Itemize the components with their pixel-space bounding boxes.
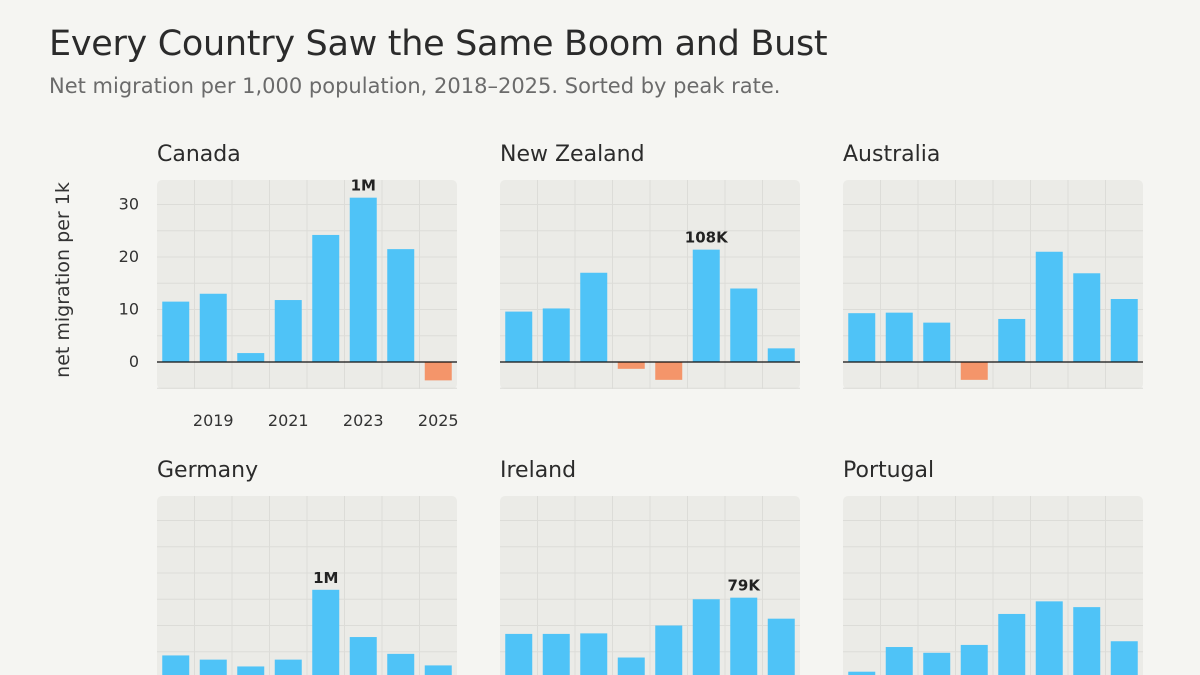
bar-australia-2024	[1073, 273, 1101, 362]
bar-portugal-2022	[998, 613, 1026, 675]
bar-canada-2025	[424, 362, 452, 381]
peak-label-germany: 1M	[313, 569, 338, 587]
chart-title: Every Country Saw the Same Boom and Bust	[49, 24, 828, 64]
x-tick-label: 2019	[193, 411, 234, 430]
bar-ireland-2025	[767, 618, 795, 675]
bar-australia-2018	[848, 313, 876, 362]
bar-canada-2019	[199, 293, 227, 362]
bar-new-zealand-2023	[692, 249, 720, 362]
panel-title-germany: Germany	[157, 458, 259, 483]
y-tick-label: 10	[119, 300, 139, 319]
bar-germany-2025	[424, 665, 452, 675]
bar-germany-2019	[199, 659, 227, 675]
bar-canada-2024	[387, 249, 415, 362]
bar-germany-2021	[274, 659, 302, 675]
bar-portugal-2024	[1073, 607, 1101, 675]
bar-australia-2019	[885, 312, 913, 362]
bar-australia-2025	[1110, 299, 1138, 362]
bar-ireland-2024	[730, 597, 758, 675]
peak-label-canada: 1M	[351, 177, 376, 195]
peak-label-new-zealand: 108K	[685, 229, 729, 247]
y-tick-label: 20	[119, 247, 139, 266]
y-tick-label: 30	[119, 195, 139, 214]
bar-canada-2022	[312, 234, 340, 362]
panel-germany: 1M	[157, 496, 457, 675]
panel-title-new-zealand: New Zealand	[500, 142, 645, 167]
panel-ireland: 79K	[500, 496, 800, 675]
chart-subtitle: Net migration per 1,000 population, 2018…	[49, 74, 781, 98]
bar-portugal-2023	[1035, 601, 1063, 675]
bar-germany-2024	[387, 653, 415, 675]
bar-germany-2023	[349, 637, 377, 675]
bar-portugal-2025	[1110, 641, 1138, 675]
bar-germany-2018	[162, 655, 190, 675]
bar-ireland-2023	[692, 599, 720, 675]
peak-label-ireland: 79K	[728, 577, 762, 595]
x-tick-label: 2023	[343, 411, 384, 430]
panel-title-portugal: Portugal	[843, 458, 935, 483]
bar-ireland-2018	[505, 633, 533, 675]
panel-title-canada: Canada	[157, 142, 241, 167]
bar-new-zealand-2020	[580, 272, 608, 362]
x-tick-label: 2025	[418, 411, 459, 430]
bar-canada-2021	[274, 300, 302, 362]
bar-australia-2023	[1035, 251, 1063, 362]
bar-ireland-2019	[542, 633, 570, 675]
bar-australia-2021	[960, 362, 988, 380]
bar-new-zealand-2019	[542, 308, 570, 362]
panel-portugal	[843, 496, 1143, 675]
panel-new-zealand: 108K	[500, 180, 800, 389]
panel-title-australia: Australia	[843, 142, 941, 167]
panel-canada: 1M 0 10 20 30 2019 2021 2023 2025	[119, 177, 459, 430]
bar-new-zealand-2021	[617, 362, 645, 369]
bar-portugal-2020	[923, 652, 951, 675]
bar-portugal-2019	[885, 647, 913, 675]
bar-canada-2023	[349, 197, 377, 362]
bar-germany-2022	[312, 589, 340, 675]
x-tick-label: 2021	[268, 411, 309, 430]
bar-ireland-2022	[655, 625, 683, 675]
bar-canada-2018	[162, 301, 190, 362]
bar-ireland-2020	[580, 633, 608, 675]
panel-australia	[843, 180, 1143, 389]
bar-germany-2020	[237, 666, 265, 675]
bar-new-zealand-2022	[655, 362, 683, 380]
y-tick-label: 0	[129, 352, 139, 371]
bar-new-zealand-2025	[767, 348, 795, 362]
bar-australia-2020	[923, 322, 951, 362]
bar-portugal-2021	[960, 644, 988, 675]
bar-ireland-2021	[617, 657, 645, 675]
bar-new-zealand-2018	[505, 311, 533, 362]
bar-australia-2022	[998, 318, 1026, 362]
bar-new-zealand-2024	[730, 288, 758, 362]
bar-portugal-2018	[848, 671, 876, 675]
bar-canada-2020	[237, 353, 265, 362]
panel-title-ireland: Ireland	[500, 458, 577, 483]
